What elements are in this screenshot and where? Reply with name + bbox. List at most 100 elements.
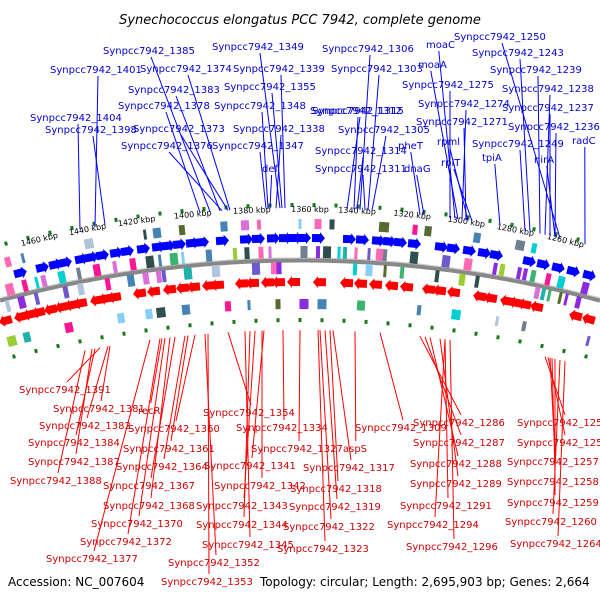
label-connector-line [552,359,561,515]
plus-strand-gene [446,242,460,255]
minus-strand-gene [99,293,113,305]
minus-strand-feature-block [546,289,552,302]
inner-feature-block [224,301,232,312]
inner-tick-mark [562,348,566,354]
plus-strand-feature-block [129,257,137,271]
inner-tick-mark [386,321,390,326]
label-connector-line [429,337,459,457]
gene-label: Synpcc7942_1387 [28,457,120,468]
minus-strand-feature-block [142,272,150,285]
gene-label: Synpcc7942_1309 [355,423,447,434]
label-connector-line [94,75,99,227]
plus-strand-gene [393,236,407,249]
label-connector-line [170,335,189,442]
gene-label: Synpcc7942_1264 [510,539,600,550]
minus-strand-gene [0,315,13,327]
inner-tick-mark [342,318,346,323]
gene-label: Synpcc7942_1370 [91,519,183,530]
label-connector-line [449,339,455,540]
gene-label: Synpcc7942_1312 [310,106,402,117]
gene-label: Synpcc7942_1315 [312,106,404,117]
plus-strand-feature-block [21,279,29,293]
gene-label: Synpcc7942_1243 [472,48,564,59]
label-connector-line [444,339,449,499]
label-connector-line [165,111,201,213]
outer-tick-mark [4,241,8,246]
gene-label: Synpcc7942_1288 [410,459,502,470]
minus-strand-feature-block [33,292,41,306]
gene-label: Synpcc7942_1274 [418,99,510,110]
minus-strand-gene [211,279,225,292]
plus-strand-feature-block [463,257,473,271]
gene-label: Synpcc7942_1355 [224,82,316,93]
outer-tick-mark [532,227,536,232]
gene-label: Synpcc7942_1275 [402,80,494,91]
label-connector-line [430,70,459,220]
label-connector-line [434,339,446,518]
inner-tick-mark [452,328,456,333]
gene-label: Synpcc7942_1348 [214,101,306,112]
minus-strand-feature-block [352,263,358,276]
minus-strand-feature-block [251,262,261,275]
plus-strand-feature-block [529,269,537,283]
minus-strand-gene [473,290,487,302]
minus-strand-feature-block [62,285,70,299]
gene-label: tpiA [482,153,502,164]
label-connector-line [371,135,387,211]
outer-tick-mark [202,206,206,212]
label-connector-line [463,127,467,221]
gene-label: Synpcc7942_1353 [161,577,253,588]
label-connector-line [359,54,371,210]
plus-strand-feature-block [169,252,179,266]
label-connector-line [100,345,111,402]
gene-label: pheT [398,141,424,152]
plus-strand-feature-block [75,267,83,280]
minus-strand-feature-block [126,274,136,288]
gene-label: Synpcc7942_1383 [128,85,220,96]
outer-tick-mark [334,203,338,208]
label-connector-line [66,347,101,383]
plus-strand-gene [151,240,165,253]
gene-label: Synpcc7942_1287 [413,438,505,449]
plus-strand-gene [35,261,49,273]
label-connector-line [86,346,109,419]
label-connector-line [356,156,364,210]
gene-label: Synpcc7942_1341 [204,461,296,472]
inner-tick-mark [232,319,236,324]
plus-strand-gene [311,232,325,245]
minus-strand-gene [133,287,147,300]
label-connector-line [416,174,425,215]
gene-label: Synpcc7942_1256 [517,438,600,449]
minus-strand-gene [422,283,436,296]
plus-strand-feature-block [300,245,308,259]
minus-strand-feature-block [17,295,27,310]
plus-strand-gene [522,255,536,268]
inner-tick-mark [210,321,214,326]
plus-strand-feature-block [258,246,264,259]
gene-label: Synpcc7942_1349 [212,42,304,53]
gene-label: recR [138,406,161,417]
gene-label: Synpcc7942_1368 [103,501,195,512]
plus-strand-gene [355,233,369,246]
label-connector-line [329,330,339,482]
inner-feature-block [247,300,251,311]
label-connector-line [227,332,252,406]
gene-label: Synpcc7942_1259 [507,498,599,509]
gene-label: moaC [426,40,455,51]
inner-tick-mark [496,335,500,340]
inner-tick-mark [188,323,192,328]
minus-strand-gene [187,281,201,294]
label-connector-line [494,163,501,226]
label-connector-line [57,350,86,474]
outer-tick-mark [510,222,514,228]
outer-tick-mark [290,202,294,208]
outer-tick-mark [488,218,492,224]
plus-strand-feature-block [322,246,332,259]
plus-strand-gene [489,249,503,262]
minus-strand-feature-block [399,266,405,279]
inner-tick-mark [276,318,280,323]
plus-strand-gene [215,234,229,247]
plus-strand-gene [462,244,476,257]
plus-strand-feature-block [268,246,272,259]
minus-strand-gene [32,306,46,319]
